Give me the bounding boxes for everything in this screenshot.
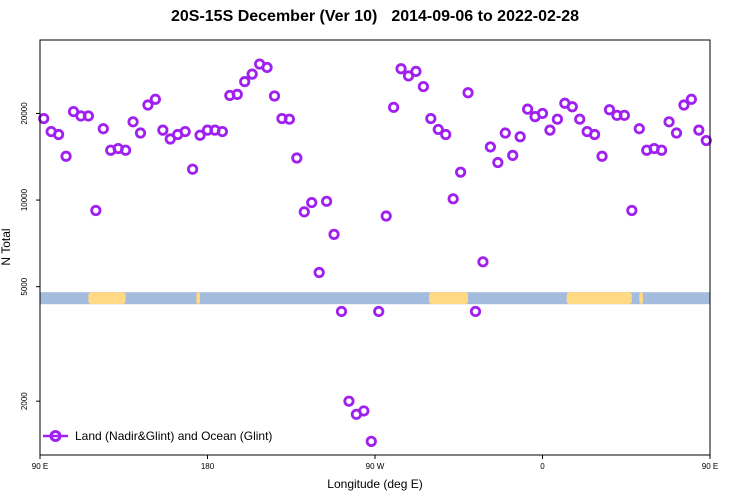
- data-point: [477, 256, 489, 268]
- y-tick-label: 20000: [20, 102, 29, 125]
- x-tick-label: 0: [540, 462, 545, 471]
- data-point: [298, 206, 310, 218]
- data-point: [179, 125, 191, 138]
- data-point: [522, 103, 534, 115]
- data-point: [656, 144, 668, 156]
- y-tick-label: 2000: [20, 392, 29, 410]
- data-point: [410, 65, 422, 78]
- data-point: [499, 127, 511, 139]
- data-point: [53, 128, 65, 141]
- legend-label: Land (Nadir&Glint) and Ocean (Glint): [75, 429, 272, 443]
- data-point: [603, 104, 616, 116]
- data-point: [291, 152, 303, 164]
- data-point: [187, 163, 199, 175]
- land-band-segment: [428, 292, 469, 305]
- data-point: [157, 124, 169, 136]
- data-point: [462, 87, 474, 99]
- data-point: [551, 113, 563, 125]
- data-point: [358, 405, 370, 417]
- data-point: [380, 210, 392, 222]
- data-point: [633, 123, 645, 135]
- data-point: [663, 116, 675, 128]
- data-point: [149, 93, 161, 105]
- data-point: [38, 112, 50, 125]
- data-point: [596, 150, 608, 162]
- data-point: [678, 99, 690, 111]
- data-point: [432, 123, 444, 136]
- data-point: [469, 305, 482, 318]
- data-point: [693, 124, 705, 136]
- data-point: [127, 116, 139, 128]
- data-point: [492, 156, 504, 169]
- chart-title-main: 20S-15S December (Ver 10): [170, 8, 378, 25]
- data-point: [60, 150, 72, 162]
- data-point: [97, 123, 109, 135]
- data-point: [700, 134, 712, 147]
- data-point: [484, 141, 496, 153]
- data-point: [321, 195, 333, 207]
- plot-frame: [39, 39, 711, 456]
- data-point: [447, 193, 459, 205]
- legend: Land (Nadir&Glint) and Ocean (Glint): [43, 429, 272, 443]
- data-point: [440, 128, 452, 141]
- chart-date-range: 2014-09-06 to 2022-02-28: [391, 8, 580, 25]
- y-tick-label: 5000: [20, 277, 29, 295]
- data-point: [306, 196, 318, 209]
- data-point: [417, 80, 429, 93]
- y-tick-label: 10000: [20, 188, 29, 211]
- data-point: [246, 68, 258, 80]
- data-point: [589, 128, 601, 141]
- data-point: [231, 88, 243, 100]
- data-point: [365, 435, 377, 447]
- data-point: [388, 101, 400, 113]
- surface-type-band: [40, 292, 710, 305]
- data-point: [685, 93, 697, 105]
- data-point: [425, 112, 437, 125]
- data-point: [328, 228, 340, 240]
- data-point: [574, 113, 586, 125]
- x-tick-label: 90 E: [702, 462, 718, 471]
- x-tick-label: 90 E: [32, 462, 48, 471]
- data-point: [90, 204, 102, 217]
- data-point: [514, 131, 526, 143]
- data-point: [395, 63, 407, 75]
- data-points: [38, 58, 712, 447]
- data-point: [268, 90, 281, 102]
- data-point: [536, 107, 549, 120]
- land-band-segment: [566, 292, 632, 305]
- land-band-segment: [88, 292, 126, 305]
- x-tick-label: 90 W: [366, 462, 385, 471]
- data-point: [373, 305, 385, 318]
- land-band-segment: [639, 292, 643, 305]
- data-point: [82, 110, 94, 122]
- data-point: [455, 166, 467, 178]
- x-tick-label: 180: [201, 462, 215, 471]
- data-point: [670, 127, 683, 139]
- data-point: [194, 129, 206, 141]
- ocean-band: [40, 292, 710, 305]
- data-point: [335, 305, 348, 318]
- data-point: [239, 76, 251, 88]
- x-axis-label: Longitude (deg E): [327, 477, 422, 491]
- land-band-segment: [196, 292, 201, 305]
- data-point: [142, 99, 154, 111]
- data-point: [544, 124, 556, 136]
- data-point: [313, 266, 325, 279]
- data-point: [343, 395, 355, 407]
- data-point: [261, 61, 273, 74]
- x-axis: 90 E 180 90 W 0 90 E: [32, 455, 718, 471]
- data-point: [283, 113, 295, 125]
- data-point: [134, 127, 147, 139]
- data-point: [618, 109, 630, 121]
- data-point: [507, 149, 519, 161]
- legend-marker-swatch: [49, 430, 62, 442]
- y-axis: 2000 5000 10000 20000: [20, 102, 40, 410]
- data-point: [566, 101, 578, 113]
- chart-title: 20S-15S December (Ver 10) 2014-09-06 to 2…: [0, 8, 750, 26]
- y-axis-label: N Total: [0, 228, 13, 265]
- data-point: [626, 204, 638, 217]
- data-point: [120, 144, 132, 156]
- data-point: [216, 125, 228, 138]
